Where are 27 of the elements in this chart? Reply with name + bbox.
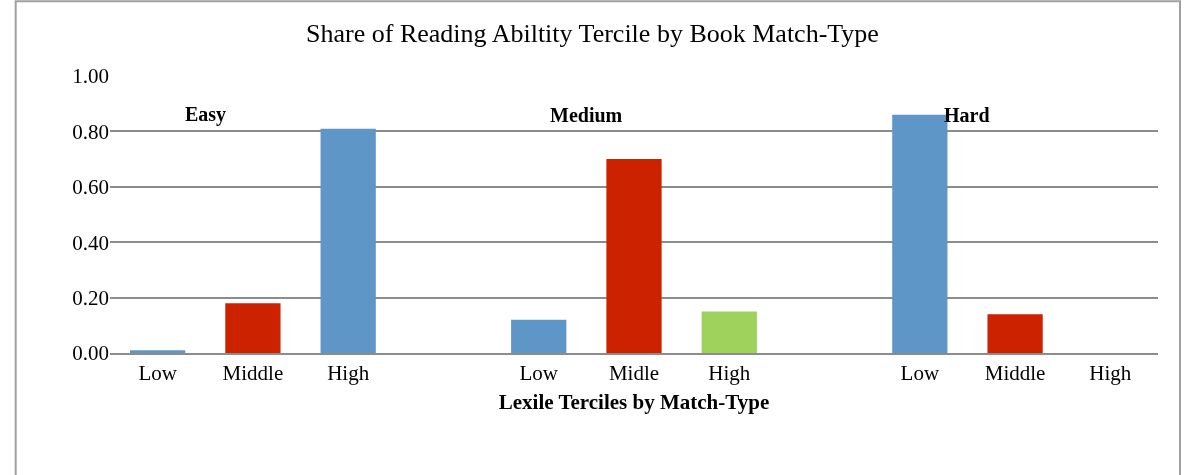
chart-title: Share of Reading Abiltity Tercile by Book Match-Type xyxy=(306,19,879,49)
x-tick-label: Low xyxy=(900,361,940,386)
bar xyxy=(606,159,662,353)
y-tick-label: 0.00 xyxy=(72,341,109,366)
x-tick-label: High xyxy=(327,361,370,386)
annotation: Hard xyxy=(944,104,990,126)
x-tick-label: Middle xyxy=(984,361,1046,386)
x-tick-label: Low xyxy=(519,361,559,386)
x-tick-label: High xyxy=(1089,361,1132,386)
annotation: Medium xyxy=(550,104,623,126)
x-tick-label: Midle xyxy=(608,361,660,386)
bar xyxy=(987,314,1043,353)
annotation: Easy xyxy=(185,103,227,126)
x-tick-label: Middle xyxy=(222,361,284,386)
y-tick-label: 0.80 xyxy=(72,119,109,144)
bar xyxy=(701,311,757,353)
y-tick-label: 0.20 xyxy=(72,285,109,310)
bar xyxy=(511,319,567,353)
y-tick-label: 0.60 xyxy=(72,175,109,200)
bar xyxy=(320,128,376,353)
x-tick-label: Low xyxy=(138,361,178,386)
x-axis-title: Lexile Terciles by Match-Type xyxy=(498,389,770,414)
y-tick-label: 1.00 xyxy=(72,64,109,89)
bar xyxy=(130,350,186,353)
x-tick-label: High xyxy=(708,361,751,386)
y-tick-label: 0.40 xyxy=(72,230,109,255)
bar xyxy=(225,303,281,353)
